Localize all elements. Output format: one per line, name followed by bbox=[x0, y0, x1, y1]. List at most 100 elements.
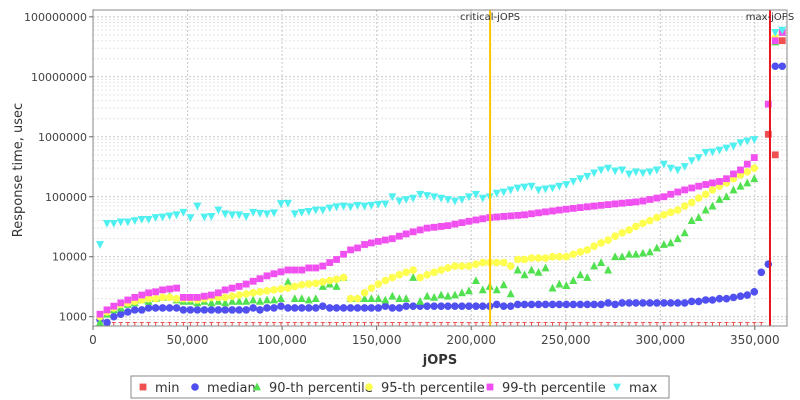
data-point bbox=[333, 256, 340, 263]
data-point bbox=[535, 209, 542, 217]
data-point bbox=[513, 300, 522, 309]
data-point bbox=[750, 174, 759, 183]
data-point bbox=[144, 215, 153, 224]
data-point bbox=[458, 219, 466, 227]
data-point bbox=[611, 252, 620, 261]
data-point bbox=[318, 278, 327, 286]
data-point bbox=[520, 300, 529, 309]
data-point bbox=[430, 223, 438, 231]
data-point bbox=[249, 295, 258, 304]
data-point bbox=[723, 175, 730, 183]
data-point bbox=[660, 193, 668, 201]
data-point bbox=[750, 164, 759, 172]
data-point bbox=[687, 297, 696, 306]
data-point bbox=[478, 258, 487, 267]
data-point bbox=[687, 198, 696, 207]
data-point bbox=[618, 229, 626, 237]
data-point bbox=[346, 294, 355, 303]
y-tick-label: 1000 bbox=[59, 311, 87, 324]
data-point bbox=[423, 291, 432, 300]
data-point bbox=[527, 254, 536, 262]
data-point bbox=[332, 275, 341, 284]
data-point bbox=[472, 260, 480, 269]
data-point bbox=[555, 279, 564, 288]
data-point bbox=[541, 254, 550, 262]
data-point bbox=[527, 300, 536, 309]
data-point bbox=[548, 184, 557, 193]
data-point bbox=[506, 302, 515, 310]
data-point bbox=[660, 211, 668, 219]
data-point bbox=[611, 232, 619, 240]
data-point bbox=[492, 258, 501, 267]
x-tick-label: 100,000 bbox=[257, 333, 307, 347]
data-point bbox=[179, 293, 187, 301]
data-point bbox=[144, 294, 153, 303]
data-point bbox=[228, 296, 237, 305]
data-point bbox=[221, 298, 230, 307]
data-point bbox=[249, 208, 258, 217]
data-point bbox=[464, 286, 473, 295]
data-point bbox=[409, 228, 417, 236]
data-point bbox=[262, 210, 271, 219]
data-point bbox=[673, 166, 682, 175]
data-point bbox=[353, 304, 362, 312]
y-tick-label: 1000000 bbox=[38, 131, 87, 144]
data-point bbox=[326, 259, 334, 266]
legend-item: min bbox=[139, 381, 180, 396]
data-point bbox=[576, 300, 585, 309]
axes: 0 50,000 100,000 150,000 200,000 250,000 300,0… bbox=[24, 9, 788, 347]
data-point bbox=[625, 199, 633, 206]
data-point bbox=[458, 302, 466, 310]
data-point bbox=[597, 201, 605, 209]
series-95-th-percentile bbox=[96, 28, 787, 321]
data-point bbox=[402, 294, 411, 303]
data-point bbox=[701, 205, 710, 214]
data-point bbox=[652, 166, 661, 175]
data-point bbox=[304, 280, 313, 288]
data-point bbox=[631, 249, 640, 258]
data-point bbox=[339, 202, 348, 211]
legend-box bbox=[130, 375, 670, 399]
data-point bbox=[325, 304, 334, 312]
x-tick-label: 300,000 bbox=[635, 333, 685, 347]
data-point bbox=[332, 282, 341, 290]
data-point bbox=[562, 300, 571, 309]
data-point bbox=[277, 302, 285, 310]
data-point bbox=[583, 273, 592, 281]
data-point bbox=[548, 283, 557, 292]
data-point bbox=[381, 236, 389, 244]
data-point bbox=[729, 142, 738, 151]
data-point bbox=[771, 62, 780, 71]
data-point bbox=[395, 294, 404, 303]
legend-label: median bbox=[207, 381, 256, 396]
data-point bbox=[360, 304, 369, 312]
data-point bbox=[159, 286, 166, 294]
data-point bbox=[597, 300, 605, 309]
data-point bbox=[465, 262, 473, 270]
data-point bbox=[242, 280, 250, 288]
data-point bbox=[680, 228, 689, 237]
data-point bbox=[430, 292, 439, 301]
data-point bbox=[179, 306, 188, 314]
data-point bbox=[221, 293, 229, 302]
data-point bbox=[673, 299, 682, 307]
data-point bbox=[263, 287, 271, 295]
data-point bbox=[423, 192, 432, 200]
data-point bbox=[437, 302, 445, 310]
data-point bbox=[444, 264, 452, 272]
data-point bbox=[694, 297, 703, 306]
x-tick-label: 350,000 bbox=[730, 333, 780, 347]
legend-label: 99-th percentile bbox=[502, 381, 606, 396]
data-point bbox=[158, 304, 167, 312]
data-point bbox=[353, 294, 362, 303]
data-point bbox=[653, 299, 661, 307]
data-point bbox=[242, 306, 250, 314]
data-point bbox=[179, 208, 188, 217]
data-point bbox=[283, 199, 292, 208]
data-point bbox=[242, 213, 251, 221]
data-point bbox=[416, 273, 424, 282]
data-point bbox=[548, 300, 557, 309]
data-point bbox=[708, 148, 717, 157]
data-point bbox=[402, 268, 410, 277]
